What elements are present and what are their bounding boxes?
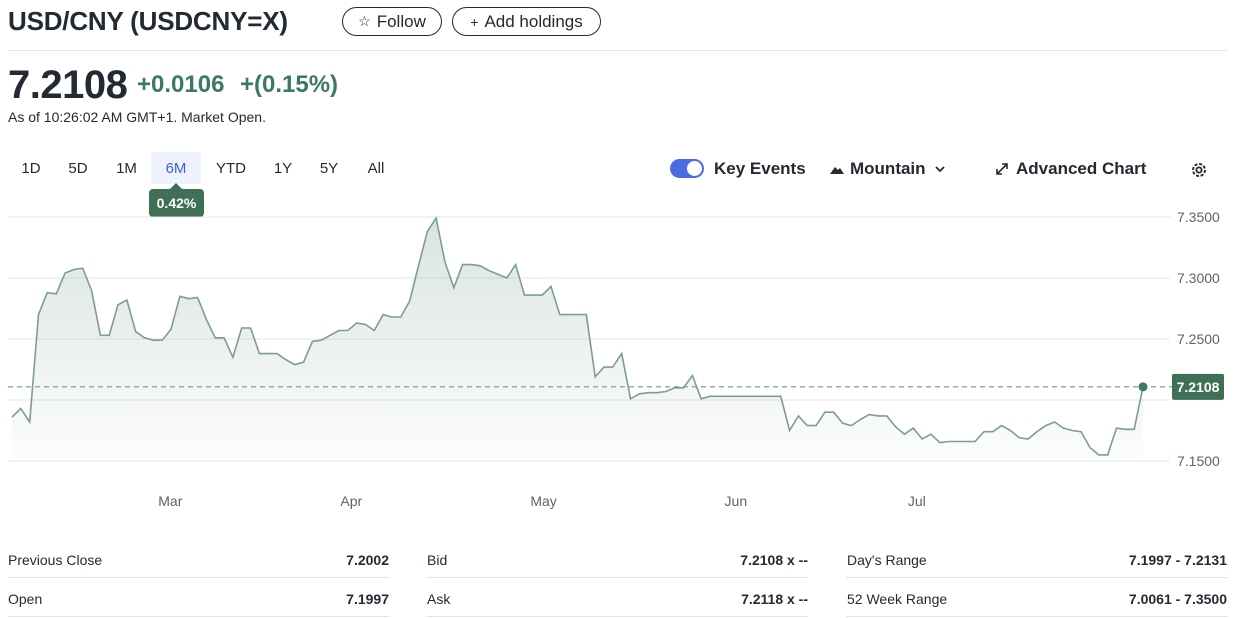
advanced-chart-button[interactable]: Advanced Chart [994, 159, 1146, 179]
chart-type-label: Mountain [850, 159, 926, 178]
plus-icon: + [470, 13, 479, 30]
range-ytd[interactable]: YTD [216, 159, 246, 177]
x-tick-label: Jul [908, 493, 926, 509]
page-title: USD/CNY (USDCNY=X) [8, 6, 288, 36]
gear-icon[interactable] [1189, 160, 1209, 180]
market-timestamp: As of 10:26:02 AM GMT+1. Market Open. [8, 109, 266, 125]
stat-bid: Bid 7.2108 x -- [427, 542, 808, 578]
chart-type-dropdown[interactable]: Mountain [830, 159, 946, 179]
stat-52-week-range: 52 Week Range 7.0061 - 7.3500 [847, 581, 1227, 617]
range-1d[interactable]: 1D [21, 159, 41, 177]
expand-icon [996, 163, 1008, 175]
stat-days-range: Day's Range 7.1997 - 7.2131 [847, 542, 1227, 578]
stat-open: Open 7.1997 [8, 581, 389, 617]
stat-label: Bid [427, 551, 448, 568]
y-tick-label: 7.3000 [1177, 270, 1220, 286]
price-chart[interactable]: 7.3500 7.3000 7.2500 7.1500 Mar Apr May Jun Jul… [0, 200, 1247, 520]
price-change: +0.0106 [137, 71, 225, 98]
stat-label: Previous Close [8, 551, 103, 568]
y-axis-labels: 7.3500 7.3000 7.2500 7.1500 [1177, 209, 1220, 469]
stat-label: Open [8, 590, 43, 607]
stat-value: 7.0061 - 7.3500 [1128, 590, 1227, 607]
range-change-tooltip: 0.42% [149, 183, 204, 217]
current-price: 7.2108 [8, 63, 128, 107]
mountain-icon [830, 167, 844, 174]
add-holdings-label: Add holdings [484, 11, 583, 31]
x-tick-label: Apr [340, 493, 362, 509]
follow-button[interactable]: ☆ Follow [342, 7, 442, 36]
current-price-dot [1138, 382, 1148, 392]
toggle-knob [687, 161, 702, 176]
advanced-chart-label: Advanced Chart [1016, 159, 1147, 178]
range-5d[interactable]: 5D [68, 159, 88, 177]
range-1y[interactable]: 1Y [273, 159, 293, 177]
stat-label: Ask [427, 590, 451, 607]
add-holdings-button[interactable]: + Add holdings [452, 7, 601, 36]
y-tick-label: 7.2500 [1177, 331, 1220, 347]
stat-value: 7.1997 - 7.2131 [1128, 551, 1227, 568]
follow-label: Follow [376, 11, 426, 31]
chevron-down-icon [934, 166, 945, 173]
x-axis-labels: Mar Apr May Jun Jul [158, 493, 925, 509]
quote-header: USD/CNY (USDCNY=X) ☆ Follow + Add holdin… [8, 0, 1227, 51]
key-events-toggle[interactable] [670, 159, 704, 178]
star-icon: ☆ [358, 13, 371, 29]
x-tick-label: May [530, 493, 556, 509]
stat-value: 7.2118 x -- [741, 590, 808, 607]
range-all[interactable]: All [367, 159, 385, 177]
chart-line [11, 216, 1144, 456]
stat-label: 52 Week Range [847, 590, 948, 607]
y-tick-label: 7.3500 [1177, 209, 1220, 225]
stat-value: 7.1997 [346, 590, 389, 607]
range-6m[interactable]: 6M [151, 152, 201, 184]
y-tick-label: 7.1500 [1177, 453, 1220, 469]
range-selector: 1D 5D 1M 6M YTD 1Y 5Y All [8, 152, 399, 184]
price-change-percent: +(0.15%) [240, 71, 339, 98]
current-price-badge: 7.2108 [1172, 373, 1224, 400]
range-1m[interactable]: 1M [116, 159, 137, 177]
stat-value: 7.2108 x -- [740, 551, 808, 568]
stat-ask: Ask 7.2118 x -- [427, 581, 808, 617]
stat-previous-close: Previous Close 7.2002 [8, 542, 389, 578]
range-5y[interactable]: 5Y [319, 159, 339, 177]
chart-area [12, 218, 1143, 461]
stat-value: 7.2002 [346, 551, 389, 568]
x-tick-label: Jun [725, 493, 748, 509]
current-price-badge-text: 7.2108 [1177, 379, 1220, 395]
key-events-label: Key Events [714, 159, 806, 178]
stat-label: Day's Range [847, 551, 927, 568]
x-tick-label: Mar [158, 493, 182, 509]
